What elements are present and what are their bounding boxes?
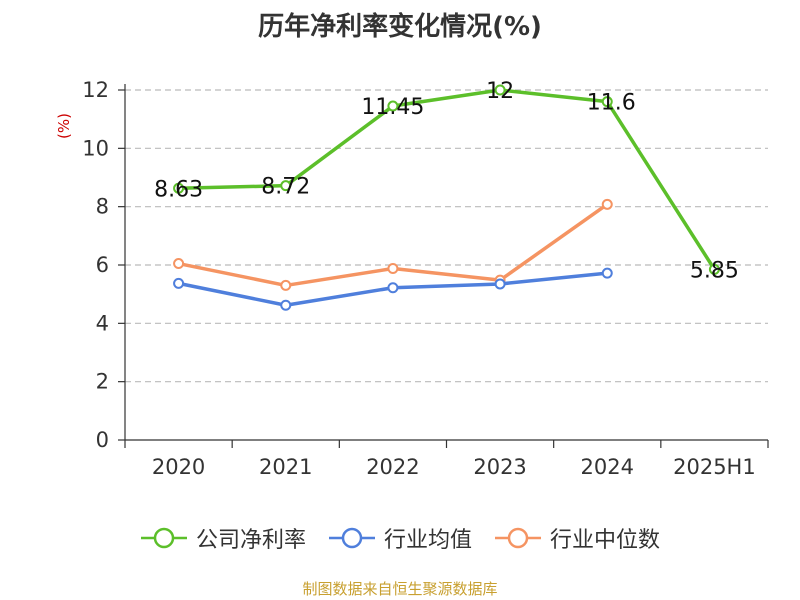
y-tick-label: 2: [96, 370, 109, 394]
legend-label: 行业中位数: [550, 528, 661, 553]
data-point[interactable]: [494, 278, 506, 290]
y-tick-label: 4: [96, 311, 109, 335]
data-point[interactable]: [280, 180, 292, 192]
legend-item[interactable]: 行业中位数: [494, 522, 660, 554]
chart-title: 历年净利率变化情况(%): [258, 12, 542, 42]
y-tick-label: 0: [96, 428, 109, 452]
data-point[interactable]: [280, 279, 292, 291]
data-point[interactable]: [494, 84, 506, 96]
y-tick-label: 8: [96, 195, 109, 219]
data-point[interactable]: [601, 267, 613, 279]
legend-label: 行业均值: [383, 528, 472, 553]
y-tick-label: 12: [82, 78, 109, 102]
legend-item[interactable]: 行业均值: [328, 522, 472, 554]
y-tick-label: 10: [82, 136, 109, 160]
data-point[interactable]: [387, 263, 399, 274]
data-label: 12: [486, 79, 514, 104]
x-tick-label: 2023: [473, 455, 526, 479]
legend-marker-icon: [328, 527, 375, 549]
legend-label: 公司净利率: [195, 528, 306, 553]
data-point[interactable]: [173, 277, 185, 289]
data-label: 11.45: [361, 95, 424, 120]
data-point[interactable]: [387, 100, 399, 112]
y-axis-label: (%): [55, 113, 73, 139]
x-tick-label: 2022: [366, 455, 419, 479]
x-tick-label: 2021: [259, 455, 312, 479]
data-label: 8.63: [154, 177, 203, 202]
data-point[interactable]: [601, 96, 613, 108]
series-line-company: [178, 88, 716, 271]
data-point[interactable]: [280, 299, 292, 311]
data-label: 8.72: [261, 175, 310, 200]
legend-marker-icon: [495, 527, 541, 549]
data-point[interactable]: [173, 258, 185, 270]
x-tick-label: 2020: [152, 455, 205, 479]
data-point[interactable]: [708, 263, 720, 275]
data-point[interactable]: [601, 198, 613, 210]
data-label: 11.6: [587, 91, 636, 116]
source-note: 制图数据来自恒生聚源数据库: [302, 580, 498, 598]
x-tick-label: 2024: [581, 455, 634, 479]
x-tick-label: 2025H1: [673, 455, 756, 479]
data-label: 5.85: [690, 258, 739, 283]
legend-item[interactable]: 公司净利率: [140, 522, 306, 554]
legend-marker-icon: [140, 527, 187, 549]
data-point[interactable]: [173, 182, 185, 194]
legend: 公司净利率 行业均值 行业中位数: [0, 518, 800, 558]
data-point[interactable]: [387, 282, 399, 294]
y-tick-label: 6: [96, 253, 109, 277]
